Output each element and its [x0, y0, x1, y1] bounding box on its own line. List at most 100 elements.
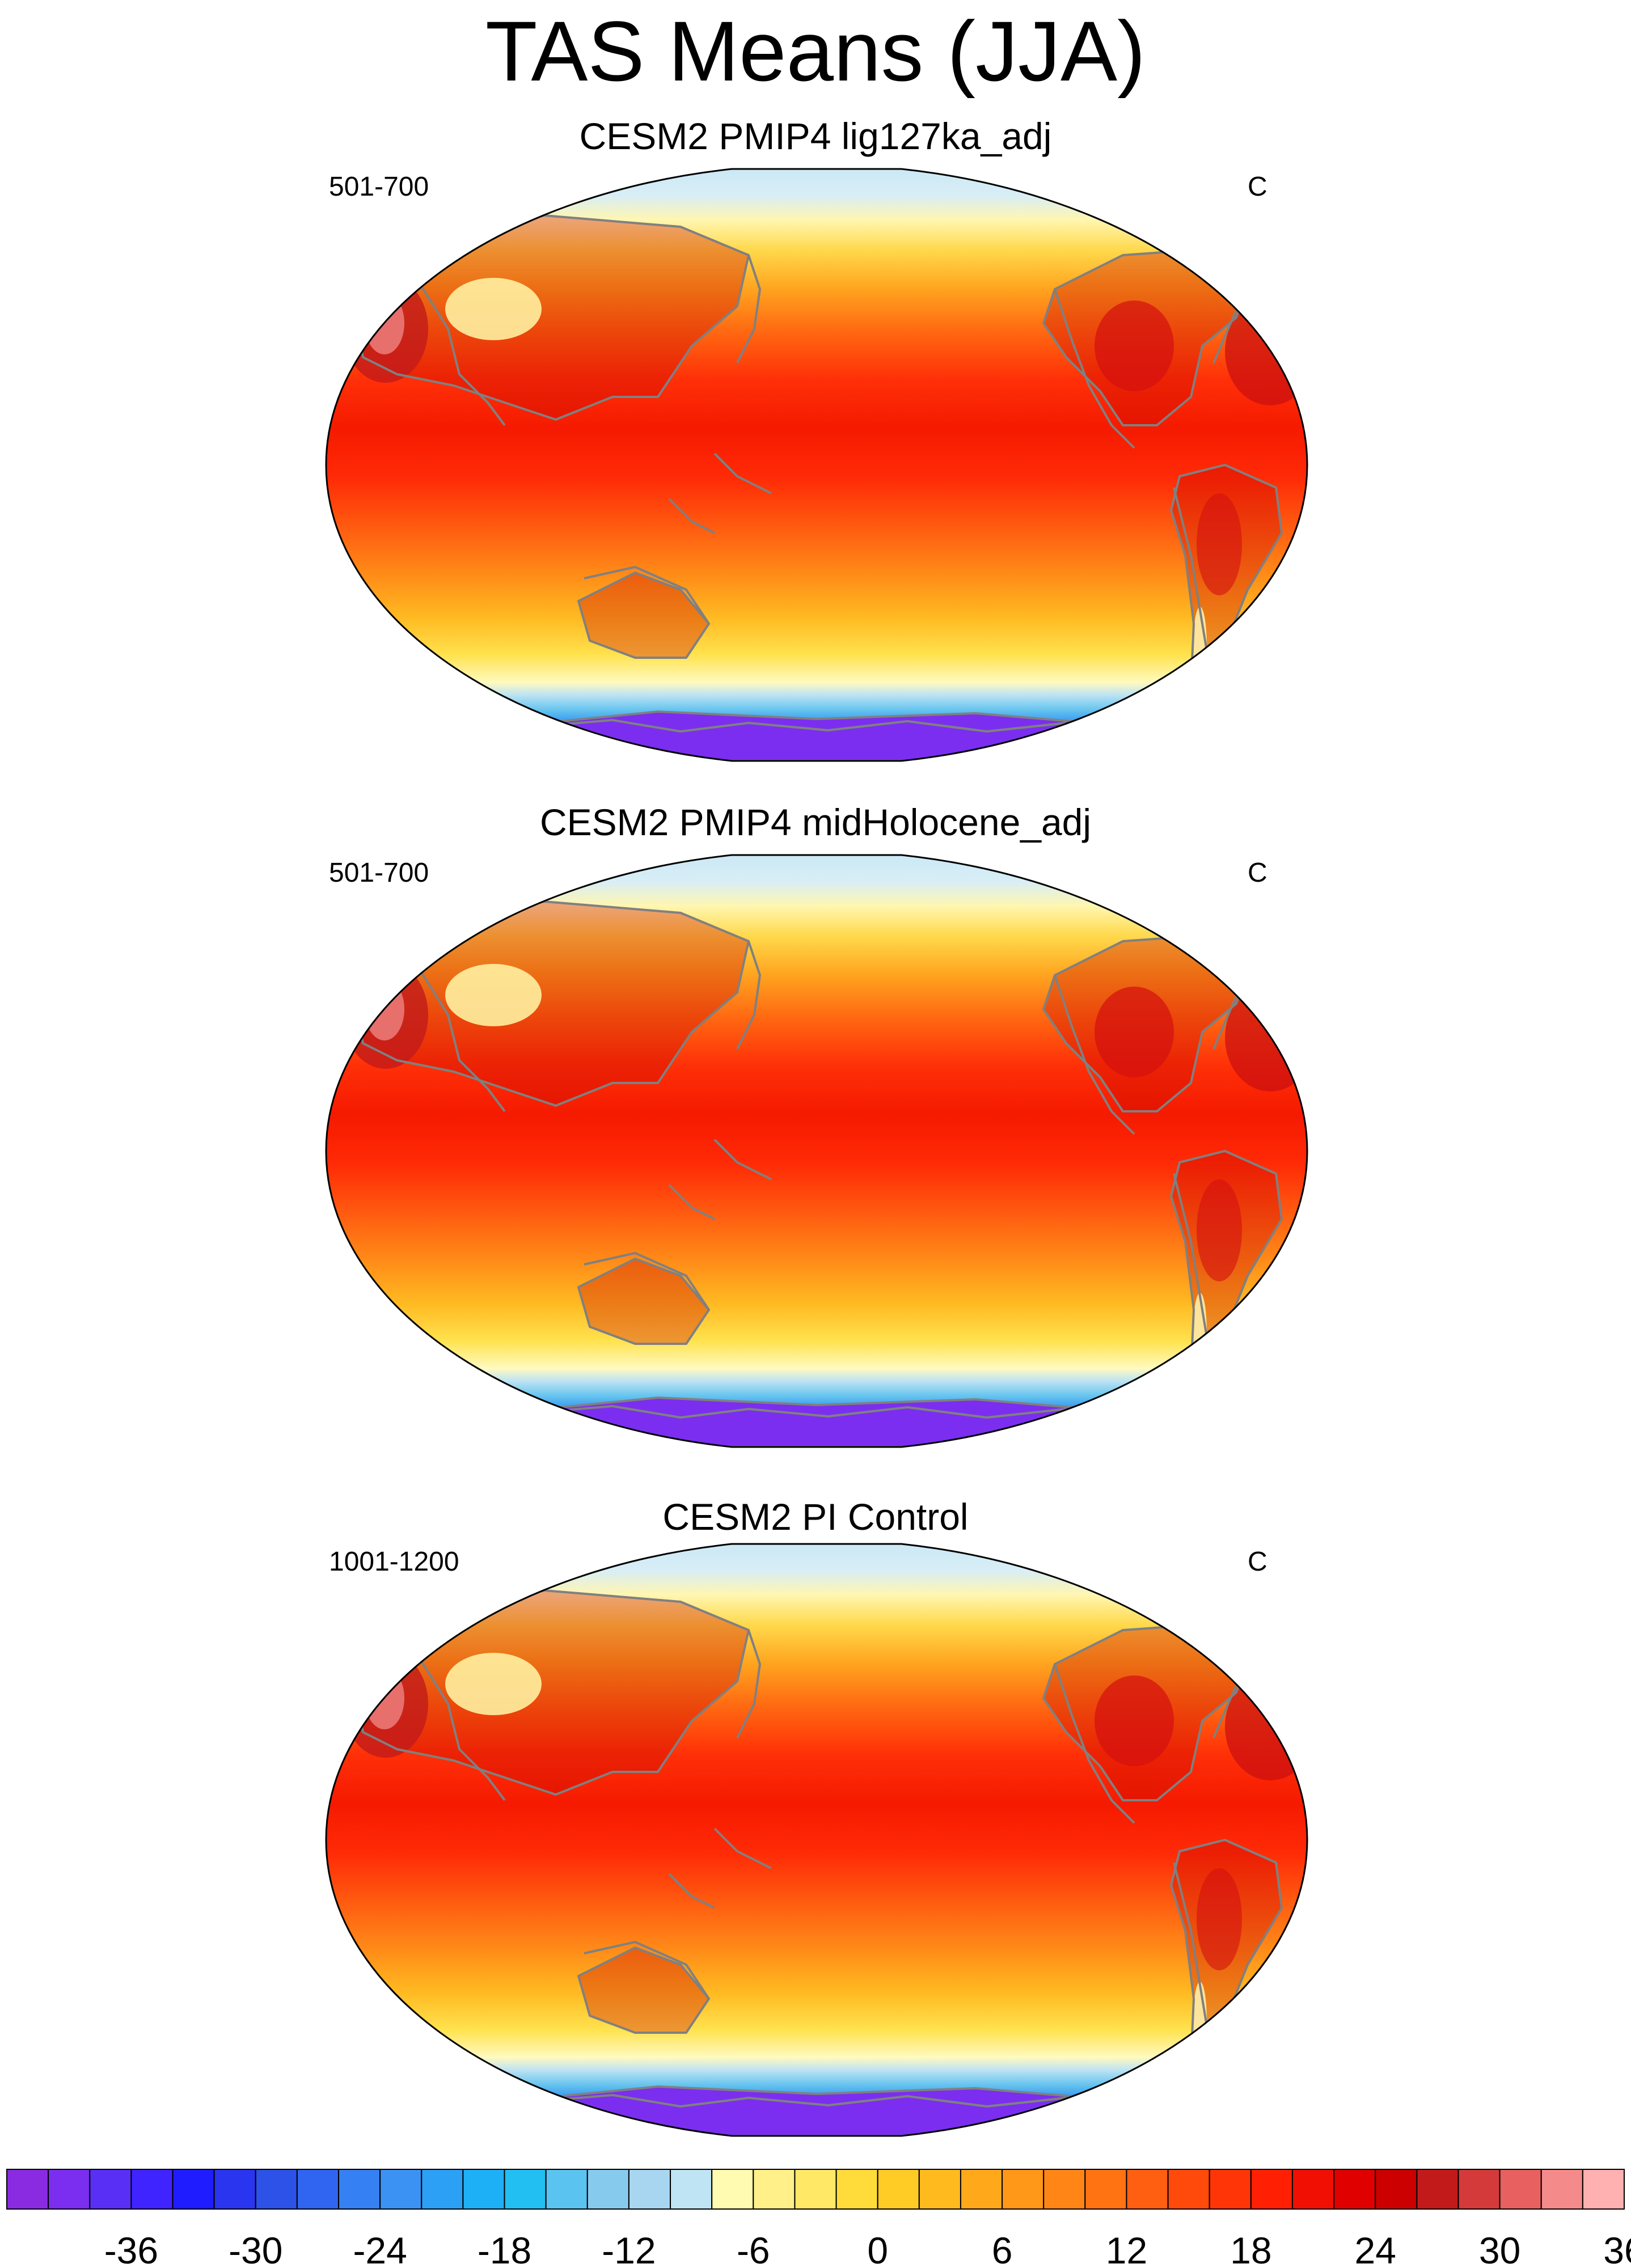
coastline-greenland [1235, 866, 1308, 942]
colorbar-tick-label: 18 [1230, 2229, 1271, 2268]
landmass-australia [578, 1948, 709, 2033]
colorbar-swatch [255, 2169, 298, 2210]
coastline-segment [1054, 289, 1135, 449]
colorbar-swatch [794, 2169, 837, 2210]
colorbar-swatch [1167, 2169, 1210, 2210]
units-label-midholocene: C [1248, 858, 1267, 888]
colorbar-swatch [379, 2169, 422, 2210]
colorbar-tick-label: -30 [229, 2229, 282, 2268]
temperature-anomaly-patch [1193, 1293, 1207, 1372]
map-border [325, 168, 1308, 762]
coastline-greenland [1235, 180, 1308, 256]
temperature-anomaly-patch [1197, 1868, 1242, 1970]
coastline-segment [544, 1405, 1067, 1419]
coastline-segment [713, 452, 772, 494]
landmass-asia [357, 1590, 749, 1795]
coastline-segment [419, 968, 506, 1112]
map-border [325, 1543, 1308, 2137]
colorbar-swatch [462, 2169, 505, 2210]
colorbar-swatch [670, 2169, 713, 2210]
temperature-anomaly-patch [445, 964, 542, 1026]
colorbar-swatch [835, 2169, 878, 2210]
colorbar-tick-label: 6 [992, 2229, 1013, 2268]
coastline-greenland [1235, 1555, 1308, 1631]
colorbar-swatch [1084, 2169, 1127, 2210]
colorbar-swatch [89, 2169, 132, 2210]
colorbar-swatch [48, 2169, 91, 2210]
coastline-antarctica [515, 1397, 1113, 1447]
landmass-antarctica [516, 1398, 1112, 1447]
coastline-segment [713, 1139, 772, 1180]
colorbar-tick-label: -18 [478, 2229, 531, 2268]
colorbar-swatch [1457, 2169, 1501, 2210]
colorbar: -36 -30 -24 -18 -12 -6 0 6 12 18 24 30 36 [6, 2169, 1631, 2268]
coastline-segment [544, 719, 1067, 733]
colorbar-tick-label: -36 [104, 2229, 158, 2268]
colorbar-tick-label: 0 [867, 2229, 888, 2268]
temperature-anomaly-patch [1193, 607, 1207, 686]
panel-title-pi-control: CESM2 PI Control [662, 1496, 969, 1538]
coastline-segment [584, 566, 710, 625]
colorbar-swatch [172, 2169, 215, 2210]
landmass-australia [578, 573, 709, 658]
panel-title-lig127ka: CESM2 PMIP4 lig127ka_adj [579, 115, 1052, 157]
coastline-segment [736, 941, 761, 1050]
colorbar-swatch [1375, 2169, 1418, 2210]
colorbar-swatch [1499, 2169, 1542, 2210]
coastline-segment [736, 1630, 761, 1738]
colorbar-swatch [504, 2169, 547, 2210]
temperature-anomaly-patch [1197, 493, 1242, 595]
temperature-anomaly-patch [1095, 301, 1174, 391]
period-label-pi-control: 1001-1200 [329, 1547, 459, 1577]
colorbar-swatch [213, 2169, 256, 2210]
colorbar-swatch [1416, 2169, 1459, 2210]
colorbar-swatch [338, 2169, 381, 2210]
colorbar-swatch [1002, 2169, 1045, 2210]
colorbar-swatch [296, 2169, 340, 2210]
landmass-antarctica [516, 712, 1112, 761]
temperature-anomaly-patch [1095, 1675, 1174, 1766]
coastline-asia [356, 900, 750, 1107]
colorbar-swatch [753, 2169, 796, 2210]
temperature-anomaly-patch [445, 278, 542, 340]
coastline-segment [668, 498, 715, 534]
colorbar-swatch [6, 2169, 49, 2210]
map-border [325, 854, 1308, 1448]
coastline-segment [544, 2094, 1067, 2108]
panel-title-midholocene: CESM2 PMIP4 midHolocene_adj [539, 801, 1092, 843]
map-pi-control [325, 1543, 1308, 2137]
coastline-segment [1054, 975, 1135, 1135]
temperature-anomaly-patch [1095, 987, 1174, 1077]
landmass-australia [578, 1259, 709, 1344]
coastline-segment [668, 1184, 715, 1220]
temperature-anomaly-patch [1193, 1982, 1207, 2061]
coastline-australia [577, 1258, 710, 1345]
coastline-segment [1054, 1664, 1135, 1824]
colorbar-tick-label: -6 [737, 2229, 770, 2268]
colorbar-tick-label: -12 [602, 2229, 656, 2268]
colorbar-swatch [130, 2169, 174, 2210]
period-label-midholocene: 501-700 [329, 858, 429, 888]
units-label-pi-control: C [1248, 1547, 1267, 1577]
temperature-gradient [326, 1544, 1308, 2136]
coastline-segment [668, 1873, 715, 1909]
colorbar-swatch [1209, 2169, 1252, 2210]
landmass-greenland [1236, 868, 1308, 941]
colorbar-swatch [877, 2169, 920, 2210]
coastline-asia [356, 214, 750, 421]
colorbar-tick-label: 30 [1479, 2229, 1520, 2268]
colorbar-swatch [545, 2169, 588, 2210]
colorbar-tick-label: -24 [353, 2229, 407, 2268]
colorbar-swatch [628, 2169, 671, 2210]
colorbar-swatch [586, 2169, 629, 2210]
map-midholocene [325, 854, 1308, 1448]
landmass-antarctica [516, 2087, 1112, 2136]
temperature-field [326, 169, 1308, 761]
colorbar-tick-label: 24 [1355, 2229, 1396, 2268]
colorbar-swatch [1333, 2169, 1376, 2210]
colorbar-swatch [1126, 2169, 1169, 2210]
coastline-segment [736, 255, 761, 363]
temperature-field [326, 855, 1308, 1447]
temperature-field [326, 1544, 1308, 2136]
temperature-anomaly-patch [445, 1653, 542, 1715]
